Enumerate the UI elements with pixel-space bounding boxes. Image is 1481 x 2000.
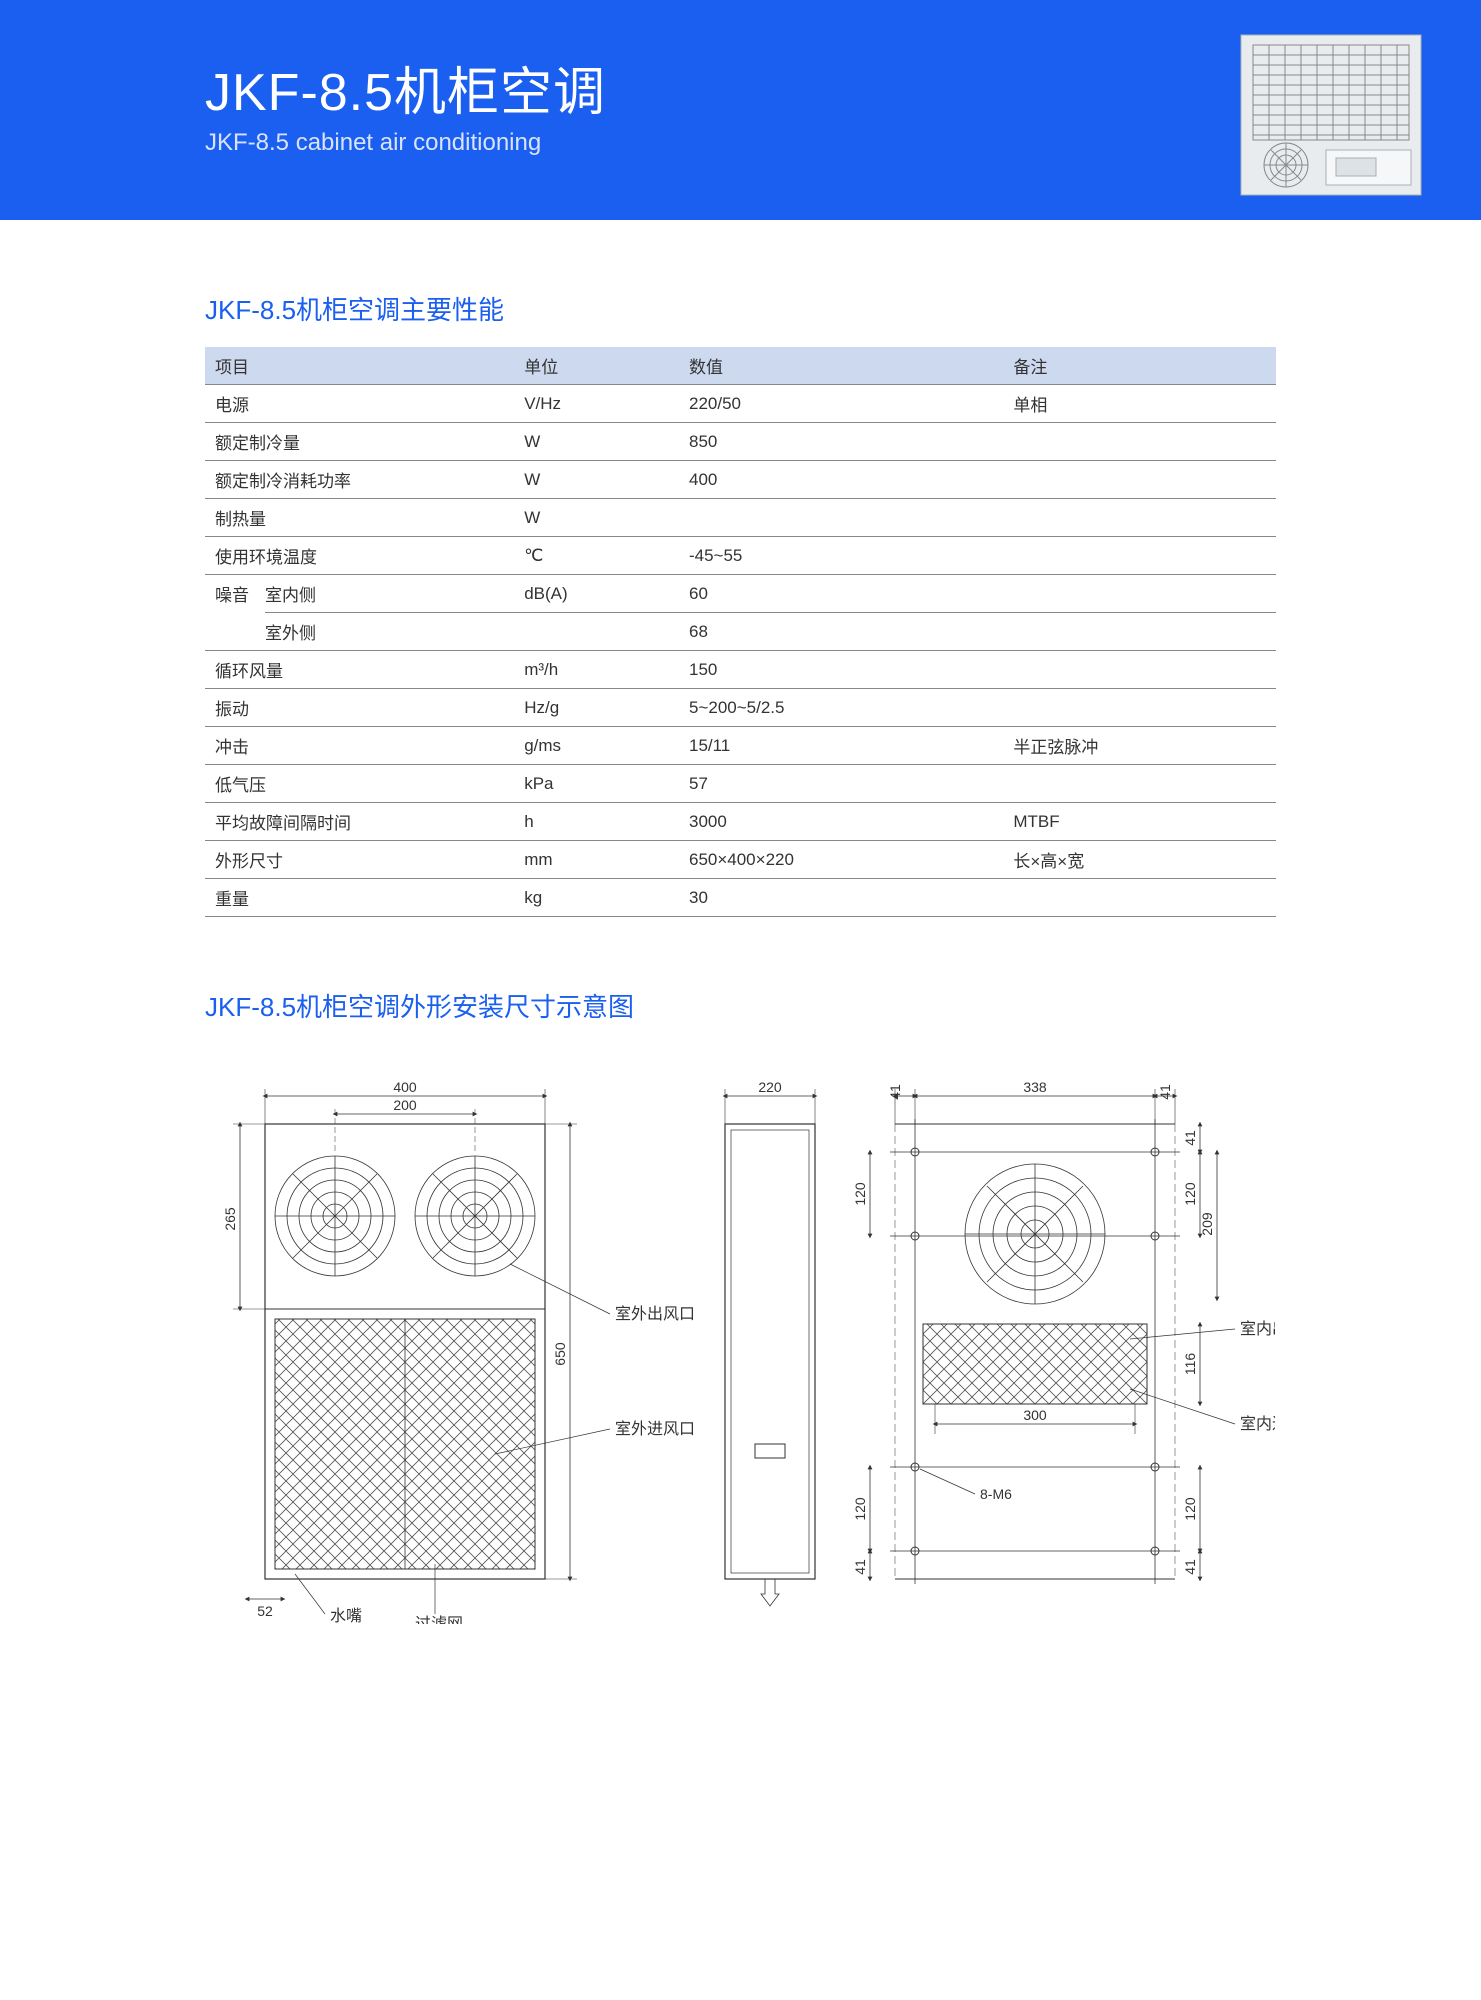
svg-text:水嘴: 水嘴 — [330, 1607, 362, 1624]
table-header-row: 项目 单位 数值 备注 — [205, 347, 1276, 385]
table-row: 外形尺寸 mm 650×400×220 长×高×宽 — [205, 841, 1276, 879]
svg-text:116: 116 — [1182, 1353, 1198, 1376]
table-row: 额定制冷消耗功率 W 400 — [205, 461, 1276, 499]
table-row: 电源 V/Hz 220/50 单相 — [205, 385, 1276, 423]
specs-table: 项目 单位 数值 备注 电源 V/Hz 220/50 单相 额定制冷量 W 85… — [205, 347, 1276, 917]
label-indoor-outlet: 室内出风口 — [1240, 1320, 1275, 1338]
svg-text:220: 220 — [758, 1079, 782, 1095]
table-row: 低气压 kPa 57 — [205, 765, 1276, 803]
table-row: 平均故障间隔时间 h 3000 MTBF — [205, 803, 1276, 841]
svg-text:300: 300 — [1023, 1407, 1047, 1423]
svg-text:41: 41 — [1157, 1084, 1173, 1100]
svg-text:200: 200 — [393, 1097, 417, 1113]
svg-text:120: 120 — [1182, 1497, 1198, 1521]
table-row: 重量 kg 30 — [205, 879, 1276, 917]
side-view: 220 — [725, 1079, 815, 1606]
diagram-heading: JKF-8.5机柜空调外形安装尺寸示意图 — [205, 987, 1276, 1024]
table-row: 制热量 W — [205, 499, 1276, 537]
svg-text:8-M6: 8-M6 — [980, 1486, 1012, 1502]
col-unit: 单位 — [514, 347, 679, 385]
svg-text:52: 52 — [257, 1603, 273, 1619]
col-remark: 备注 — [1003, 347, 1276, 385]
table-row: 循环风量 m³/h 150 — [205, 651, 1276, 689]
table-row: 振动 Hz/g 5~200~5/2.5 — [205, 689, 1276, 727]
col-value: 数值 — [679, 347, 1003, 385]
svg-text:265: 265 — [222, 1207, 238, 1231]
svg-text:过滤网: 过滤网 — [415, 1615, 463, 1624]
col-item: 项目 — [205, 347, 514, 385]
table-row: 额定制冷量 W 850 — [205, 423, 1276, 461]
svg-text:室外进风口: 室外进风口 — [615, 1420, 695, 1438]
table-row: 室外侧 68 — [205, 613, 1276, 651]
svg-text:338: 338 — [1023, 1079, 1047, 1095]
svg-text:41: 41 — [852, 1559, 868, 1575]
back-view: 300 41 338 41 120 120 41 — [852, 1079, 1275, 1584]
front-view: 400 200 265 650 52 — [222, 1079, 695, 1624]
svg-text:120: 120 — [852, 1182, 868, 1206]
svg-text:120: 120 — [1182, 1182, 1198, 1206]
hero-banner: JKF-8.5机柜空调 JKF-8.5 cabinet air conditio… — [0, 0, 1481, 220]
svg-text:120: 120 — [852, 1497, 868, 1521]
label-indoor-inlet: 室内进风口 — [1240, 1415, 1275, 1433]
svg-text:209: 209 — [1199, 1212, 1215, 1236]
table-row: 噪音 室内侧 dB(A) 60 — [205, 575, 1276, 613]
svg-text:41: 41 — [887, 1084, 903, 1100]
specs-heading: JKF-8.5机柜空调主要性能 — [205, 290, 1276, 327]
table-row: 冲击 g/ms 15/11 半正弦脉冲 — [205, 727, 1276, 765]
dimension-diagram: 400 200 265 650 52 — [205, 1064, 1276, 1624]
product-image — [1231, 30, 1431, 200]
svg-text:41: 41 — [1182, 1130, 1198, 1146]
svg-text:室外出风口: 室外出风口 — [615, 1305, 695, 1323]
svg-text:650: 650 — [552, 1342, 568, 1366]
table-row: 使用环境温度 ℃ -45~55 — [205, 537, 1276, 575]
svg-text:41: 41 — [1182, 1559, 1198, 1575]
svg-text:400: 400 — [393, 1079, 417, 1095]
